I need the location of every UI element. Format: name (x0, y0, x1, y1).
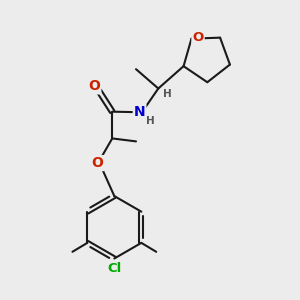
Text: Cl: Cl (107, 262, 122, 275)
Text: N: N (134, 105, 146, 119)
Text: H: H (163, 89, 172, 99)
Text: O: O (92, 156, 103, 170)
Text: O: O (192, 31, 204, 44)
Text: O: O (88, 80, 100, 93)
Text: H: H (146, 116, 155, 126)
